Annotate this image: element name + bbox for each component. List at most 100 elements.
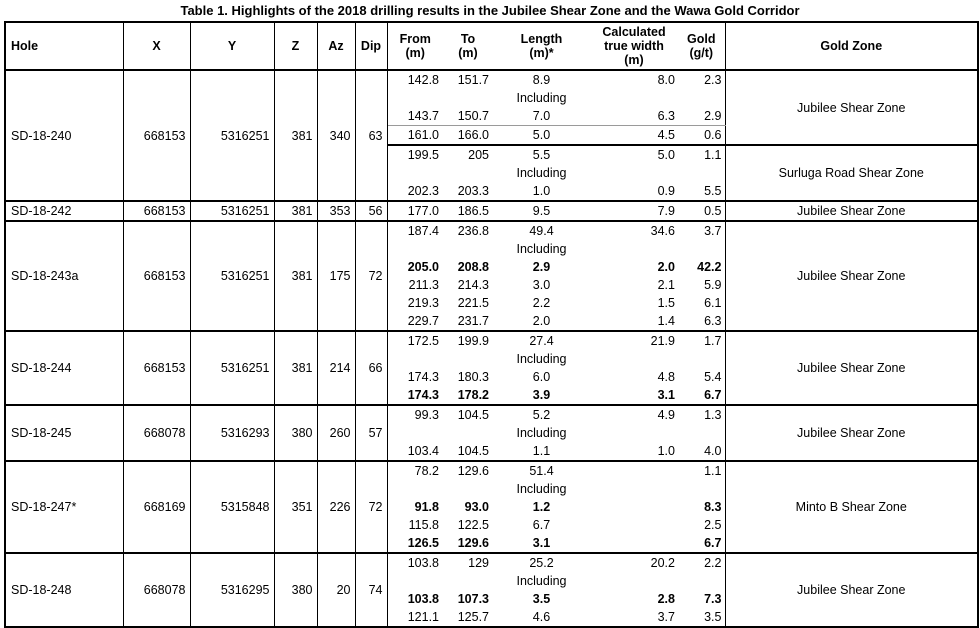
cell-from: 143.7	[387, 107, 443, 126]
cell-from: 78.2	[387, 460, 443, 480]
data-row: SD-18-243a 668153 5316251 381 175 72 187.4 236.…	[5, 220, 978, 331]
col-header-from: From (m)	[387, 22, 443, 71]
z-value: 380	[274, 552, 318, 627]
cell-from: 187.4	[387, 220, 443, 240]
data-row: Including	[5, 240, 978, 258]
cell-length: 2.9	[532, 260, 551, 274]
cell-gold: 2.2	[678, 552, 726, 572]
cell-from	[387, 572, 443, 590]
cell-to	[443, 164, 493, 182]
cell-true-width: 4.8	[657, 370, 675, 384]
cell-from: 174.3	[407, 370, 439, 384]
data-row: 229.7 231.7 2.0 1.4 6.3	[5, 312, 978, 331]
az-value: 20	[317, 552, 356, 627]
gold-zone: Jubilee Shear Zone	[725, 220, 978, 331]
cell-to: 180.3	[457, 370, 489, 384]
including-label: Including	[516, 574, 567, 588]
cell-length: 2.2	[532, 296, 551, 310]
cell-length: 6.0	[532, 370, 551, 384]
cell-true-width	[590, 424, 678, 442]
data-row: Including	[5, 572, 978, 590]
cell-length: 25.2	[493, 552, 590, 572]
cell-true-width: 1.4	[657, 314, 675, 328]
gold-zone: Minto B Shear Zone	[725, 460, 978, 553]
cell-length: 6.7	[532, 518, 551, 532]
data-row: 199.5 205 5.5 5.0 1.1 Surluga Road Shear Zone	[5, 144, 978, 201]
cell-to	[443, 89, 493, 107]
cell-from: 126.5	[407, 536, 439, 550]
cell-to: 199.9	[443, 330, 493, 350]
cell-gold: 3.5	[678, 608, 726, 627]
cell-to: 236.8	[443, 220, 493, 240]
cell-true-width	[590, 534, 678, 553]
data-row: SD-18-247* 668169 5315848 351 226 72 78.2 129.6…	[5, 460, 978, 553]
cell-to: 104.5	[443, 404, 493, 424]
col-header-true-width: Calculated true width (m)	[590, 22, 678, 71]
cell-true-width	[590, 460, 678, 480]
cell-from: 121.1	[407, 610, 439, 624]
col-header-gold: Gold (g/t)	[678, 22, 726, 71]
dip-value: 57	[355, 404, 388, 461]
gold-zone: Surluga Road Shear Zone	[725, 144, 978, 201]
hole-id: SD-18-248	[5, 552, 124, 627]
y-value: 5316251	[190, 69, 275, 201]
cell-to: 104.5	[457, 444, 489, 458]
data-row: 126.5 129.6 3.1 6.7	[5, 534, 978, 553]
dip-value: 66	[355, 330, 388, 405]
y-value: 5316251	[190, 200, 275, 221]
data-row: 211.3 214.3 3.0 2.1 5.9	[5, 276, 978, 294]
cell-length: 3.5	[532, 592, 551, 606]
cell-length: 5.2	[493, 404, 590, 424]
cell-length: 9.5	[493, 200, 590, 221]
cell-gold	[678, 480, 726, 498]
cell-to: 203.3	[457, 184, 489, 198]
cell-true-width: 1.5	[657, 296, 675, 310]
table-body: SD-18-240 668153 5316251 381 340 63 142.8 151.7…	[5, 69, 978, 627]
data-row: Including	[5, 89, 978, 107]
col-header-length: Length (m)*	[493, 22, 590, 71]
cell-to: 221.5	[457, 296, 489, 310]
data-row: 202.3 203.3 1.0 0.9 5.5	[5, 182, 978, 201]
cell-gold	[678, 164, 726, 182]
cell-true-width: 5.0	[657, 148, 675, 162]
cell-gold: 2.5	[678, 516, 726, 534]
cell-length: 2.0	[532, 314, 551, 328]
cell-from: 199.5	[407, 148, 439, 162]
cell-length: 49.4	[493, 220, 590, 240]
including-label: Including	[516, 352, 567, 366]
cell-length: 1.1	[532, 444, 551, 458]
z-value: 380	[274, 404, 318, 461]
data-row: SD-18-242 668153 5316251 381 353 56 177.0 186.5…	[5, 200, 978, 221]
cell-from: 174.3	[407, 388, 439, 402]
cell-from	[387, 89, 443, 107]
y-value: 5316293	[190, 404, 275, 461]
cell-true-width	[590, 89, 678, 107]
data-row: 205.0 208.8 2.9 2.0 42.2	[5, 258, 978, 276]
col-header-z: Z	[274, 22, 318, 71]
cell-true-width	[590, 164, 678, 182]
cell-gold	[678, 240, 726, 258]
cell-true-width: 1.0	[657, 444, 675, 458]
hole-id: SD-18-244	[5, 330, 124, 405]
cell-from	[387, 350, 443, 368]
cell-from	[387, 240, 443, 258]
gold-zone: Jubilee Shear Zone	[725, 330, 978, 405]
y-value: 5316251	[190, 330, 275, 405]
cell-to: 186.5	[443, 200, 493, 221]
az-value: 214	[317, 330, 356, 405]
cell-true-width: 4.9	[590, 404, 678, 424]
header-row: Hole X Y Z Az Dip From (m) To (m) Length…	[5, 22, 978, 71]
x-value: 668153	[123, 69, 191, 201]
cell-true-width	[590, 350, 678, 368]
col-header-az: Az	[317, 22, 356, 71]
drilling-results-table: Hole X Y Z Az Dip From (m) To (m) Length…	[4, 21, 979, 628]
hole-id: SD-18-245	[5, 404, 124, 461]
cell-length: 7.0	[493, 107, 590, 126]
cell-length: 1.0	[532, 184, 551, 198]
data-row: 174.3 180.3 6.0 4.8 5.4	[5, 368, 978, 386]
cell-from: 103.4	[407, 444, 439, 458]
cell-gold: 0.5	[678, 200, 726, 221]
cell-true-width	[590, 516, 678, 534]
cell-from	[387, 164, 443, 182]
cell-from: 115.8	[408, 518, 439, 532]
